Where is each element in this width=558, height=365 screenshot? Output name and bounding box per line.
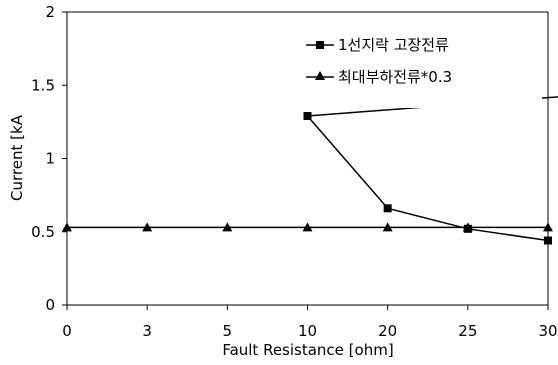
series-2-point	[543, 222, 553, 232]
x-tick-label: 30	[538, 322, 557, 340]
legend-triangle-marker-icon	[315, 71, 325, 80]
x-tick-label: 10	[298, 322, 317, 340]
y-ticks: 0 0.5 1 1.5 2	[31, 3, 67, 314]
legend-entry-2: 최대부하전류*0.3	[306, 68, 452, 86]
series-2-point	[62, 222, 72, 232]
legend: 1선지락 고장전류 최대부하전류*0.3	[266, 24, 542, 108]
x-tick-label: 0	[62, 322, 72, 340]
x-tick-label: 25	[458, 322, 477, 340]
legend-square-marker-icon	[316, 41, 324, 49]
y-tick-label: 0	[45, 296, 55, 314]
series-1-point	[303, 112, 312, 121]
series-2-point	[302, 222, 313, 232]
y-tick-label: 2	[45, 3, 55, 21]
y-tick-label: 1.5	[31, 76, 55, 94]
series-2-point	[462, 222, 473, 232]
legend-label-1: 1선지락 고장전류	[338, 36, 449, 54]
x-axis-title: Fault Resistance [ohm]	[222, 341, 393, 359]
series-1-point	[383, 204, 392, 213]
legend-entry-1: 1선지락 고장전류	[306, 36, 449, 54]
x-tick-label: 5	[223, 322, 233, 340]
x-tick-label: 20	[378, 322, 397, 340]
x-tick-label: 3	[142, 322, 152, 340]
legend-box	[266, 24, 542, 108]
series-2-point	[382, 222, 393, 232]
series-1-point	[544, 236, 552, 245]
x-ticks: 0 3 5 10 20 25 30	[62, 305, 558, 340]
series-2-point	[222, 222, 233, 232]
y-axis-title: Current [kA	[8, 114, 26, 201]
legend-label-2: 최대부하전류*0.3	[338, 68, 452, 86]
y-tick-label: 0.5	[31, 223, 55, 241]
y-tick-label: 1	[45, 150, 55, 168]
series-1-line	[306, 115, 549, 242]
series-2-point	[142, 222, 153, 232]
